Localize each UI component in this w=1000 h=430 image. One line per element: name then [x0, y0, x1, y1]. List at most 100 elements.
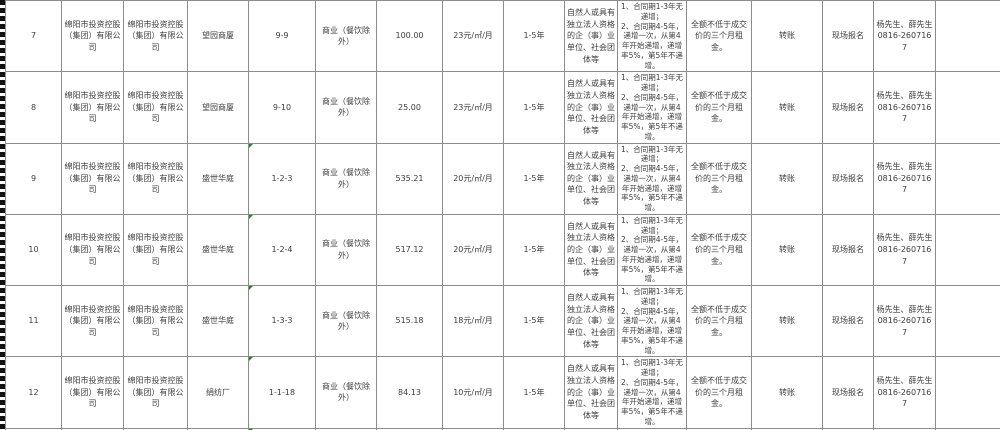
cell-unit: 1-3-3: [248, 284, 316, 358]
cell-idx: 10: [5, 213, 62, 287]
cell-usage: 商业（餐饮除外）: [315, 284, 377, 358]
cell-idx: 9: [5, 142, 62, 215]
cell-deposit: 全额不低于成交价的三个月租金。: [686, 0, 752, 73]
cell-term: 1-5年: [503, 142, 565, 215]
cell-term: 1-5年: [503, 71, 565, 144]
cell-blank: [935, 142, 1000, 215]
cell-area: 100.00: [376, 0, 443, 73]
cell-price: 23元/㎡/月: [442, 71, 504, 144]
table-row: 8 绵阳市投资控股（集团）有限公司 绵阳市投资控股（集团）有限公司 望园商厦 9-10 商…: [5, 71, 1000, 144]
cell-company2: 绵阳市投资控股（集团）有限公司: [123, 356, 188, 429]
cell-signup: 现场报名: [822, 0, 874, 73]
cell-signup: 现场报名: [822, 284, 874, 358]
cell-term: 1-5年: [503, 356, 565, 429]
cell-blank: [935, 71, 1000, 144]
cell-property: 盛世华庭: [187, 284, 249, 358]
cell-method: 转账: [751, 0, 823, 73]
cell-unit: 1-2-3: [248, 142, 316, 215]
cell-area: 517.12: [376, 213, 443, 287]
cell-contact: 杨先生、薛先生 0816-2607167: [873, 142, 936, 215]
cell-price: 10元/㎡/月: [442, 356, 504, 429]
cell-notes: 1、合同期1-3年无递增； 2、合同期4-5年，递增一次，从第4年开始递增，递增…: [617, 0, 687, 73]
cell-qualification: 自然人或具有独立法人资格的企（事）业单位、社会团体等: [564, 213, 618, 287]
cell-property: 盛世华庭: [187, 213, 249, 287]
cell-idx: 11: [5, 284, 62, 358]
cell-usage: 商业（餐饮除外）: [315, 213, 377, 287]
cell-method: 转账: [751, 284, 823, 358]
cell-notes: 1、合同期1-3年无递增； 2、合同期4-5年，递增一次，从第4年开始递增，递增…: [617, 142, 687, 215]
left-page-edge-bar: [0, 0, 5, 430]
cell-signup: 现场报名: [822, 71, 874, 144]
cell-signup: 现场报名: [822, 213, 874, 287]
cell-company1: 绵阳市投资控股（集团）有限公司: [61, 284, 124, 358]
cell-contact: 杨先生、薛先生 0816-2607167: [873, 71, 936, 144]
cell-area: 535.21: [376, 142, 443, 215]
cell-company1: 绵阳市投资控股（集团）有限公司: [61, 0, 124, 73]
cell-contact: 杨先生、薛先生 0816-2607167: [873, 284, 936, 358]
table-row: 7 绵阳市投资控股（集团）有限公司 绵阳市投资控股（集团）有限公司 望园商厦 9-9 商业…: [5, 0, 1000, 73]
cell-usage: 商业（餐饮除外）: [315, 71, 377, 144]
cell-company1: 绵阳市投资控股（集团）有限公司: [61, 142, 124, 215]
cell-term: 1-5年: [503, 213, 565, 287]
cell-deposit: 全额不低于成交价的三个月租金。: [686, 142, 752, 215]
cell-company2: 绵阳市投资控股（集团）有限公司: [123, 284, 188, 358]
cell-area: 25.00: [376, 71, 443, 144]
cell-blank: [935, 0, 1000, 73]
cell-qualification: 自然人或具有独立法人资格的企（事）业单位、社会团体等: [564, 142, 618, 215]
cell-signup: 现场报名: [822, 142, 874, 215]
cell-method: 转账: [751, 71, 823, 144]
cell-contact: 杨先生、薛先生 0816-2607167: [873, 0, 936, 73]
cell-property: 望园商厦: [187, 0, 249, 73]
table-row: 12 绵阳市投资控股（集团）有限公司 绵阳市投资控股（集团）有限公司 绢纺厂 1-1-1…: [5, 356, 1000, 429]
cell-unit: 1-2-4: [248, 213, 316, 287]
cell-company2: 绵阳市投资控股（集团）有限公司: [123, 71, 188, 144]
cell-usage: 商业（餐饮除外）: [315, 356, 377, 429]
cell-property: 绢纺厂: [187, 356, 249, 429]
cell-idx: 12: [5, 356, 62, 429]
table-row: 11 绵阳市投资控股（集团）有限公司 绵阳市投资控股（集团）有限公司 盛世华庭 1-3-…: [5, 284, 1000, 358]
cell-method: 转账: [751, 356, 823, 429]
cell-blank: [935, 284, 1000, 358]
cell-notes: 1、合同期1-3年无递增； 2、合同期4-5年，递增一次，从第4年开始递增，递增…: [617, 356, 687, 429]
cell-company1: 绵阳市投资控股（集团）有限公司: [61, 213, 124, 287]
cell-company2: 绵阳市投资控股（集团）有限公司: [123, 0, 188, 73]
cell-unit: 9-10: [248, 71, 316, 144]
cell-price: 18元/㎡/月: [442, 284, 504, 358]
cell-method: 转账: [751, 213, 823, 287]
cell-usage: 商业（餐饮除外）: [315, 0, 377, 73]
cell-notes: 1、合同期1-3年无递增； 2、合同期4-5年，递增一次，从第4年开始递增，递增…: [617, 284, 687, 358]
cell-qualification: 自然人或具有独立法人资格的企（事）业单位、社会团体等: [564, 356, 618, 429]
rental-listings-table: 7 绵阳市投资控股（集团）有限公司 绵阳市投资控股（集团）有限公司 望园商厦 9-9 商业…: [5, 0, 1000, 430]
cell-company1: 绵阳市投资控股（集团）有限公司: [61, 71, 124, 144]
table-row: 10 绵阳市投资控股（集团）有限公司 绵阳市投资控股（集团）有限公司 盛世华庭 1-2-…: [5, 213, 1000, 287]
cell-qualification: 自然人或具有独立法人资格的企（事）业单位、社会团体等: [564, 71, 618, 144]
cell-company1: 绵阳市投资控股（集团）有限公司: [61, 356, 124, 429]
cell-term: 1-5年: [503, 0, 565, 73]
cell-contact: 杨先生、薛先生 0816-2607167: [873, 356, 936, 429]
cell-property: 盛世华庭: [187, 142, 249, 215]
cell-price: 20元/㎡/月: [442, 213, 504, 287]
cell-unit: 9-9: [248, 0, 316, 73]
cell-contact: 杨先生、薛先生 0816-2607167: [873, 213, 936, 287]
cell-price: 20元/㎡/月: [442, 142, 504, 215]
cell-property: 望园商厦: [187, 71, 249, 144]
cell-blank: [935, 213, 1000, 287]
cell-deposit: 全额不低于成交价的三个月租金。: [686, 284, 752, 358]
cell-method: 转账: [751, 142, 823, 215]
cell-company2: 绵阳市投资控股（集团）有限公司: [123, 213, 188, 287]
table-row: 13绵阳市投资控股（集团）有限公司绵阳市投资控股（集团）有限公司绢纺厂1-1-1…: [5, 427, 1000, 430]
cell-notes: 1、合同期1-3年无递增； 2、合同期4-5年，递增一次，从第4年开始递增，递增…: [617, 71, 687, 144]
cell-deposit: 全额不低于成交价的三个月租金。: [686, 213, 752, 287]
cell-idx: 7: [5, 0, 62, 73]
cell-usage: 商业（餐饮除外）: [315, 142, 377, 215]
cell-idx: 8: [5, 71, 62, 144]
cell-area: 515.18: [376, 284, 443, 358]
cell-term: 1-5年: [503, 284, 565, 358]
cell-area: 84.13: [376, 356, 443, 429]
cell-qualification: 自然人或具有独立法人资格的企（事）业单位、社会团体等: [564, 284, 618, 358]
cell-signup: 现场报名: [822, 356, 874, 429]
cell-notes: 1、合同期1-3年无递增； 2、合同期4-5年，递增一次，从第4年开始递增，递增…: [617, 213, 687, 287]
table-row: 9 绵阳市投资控股（集团）有限公司 绵阳市投资控股（集团）有限公司 盛世华庭 1-2-3…: [5, 142, 1000, 215]
cell-unit: 1-1-18: [248, 356, 316, 429]
cell-blank: [935, 356, 1000, 429]
